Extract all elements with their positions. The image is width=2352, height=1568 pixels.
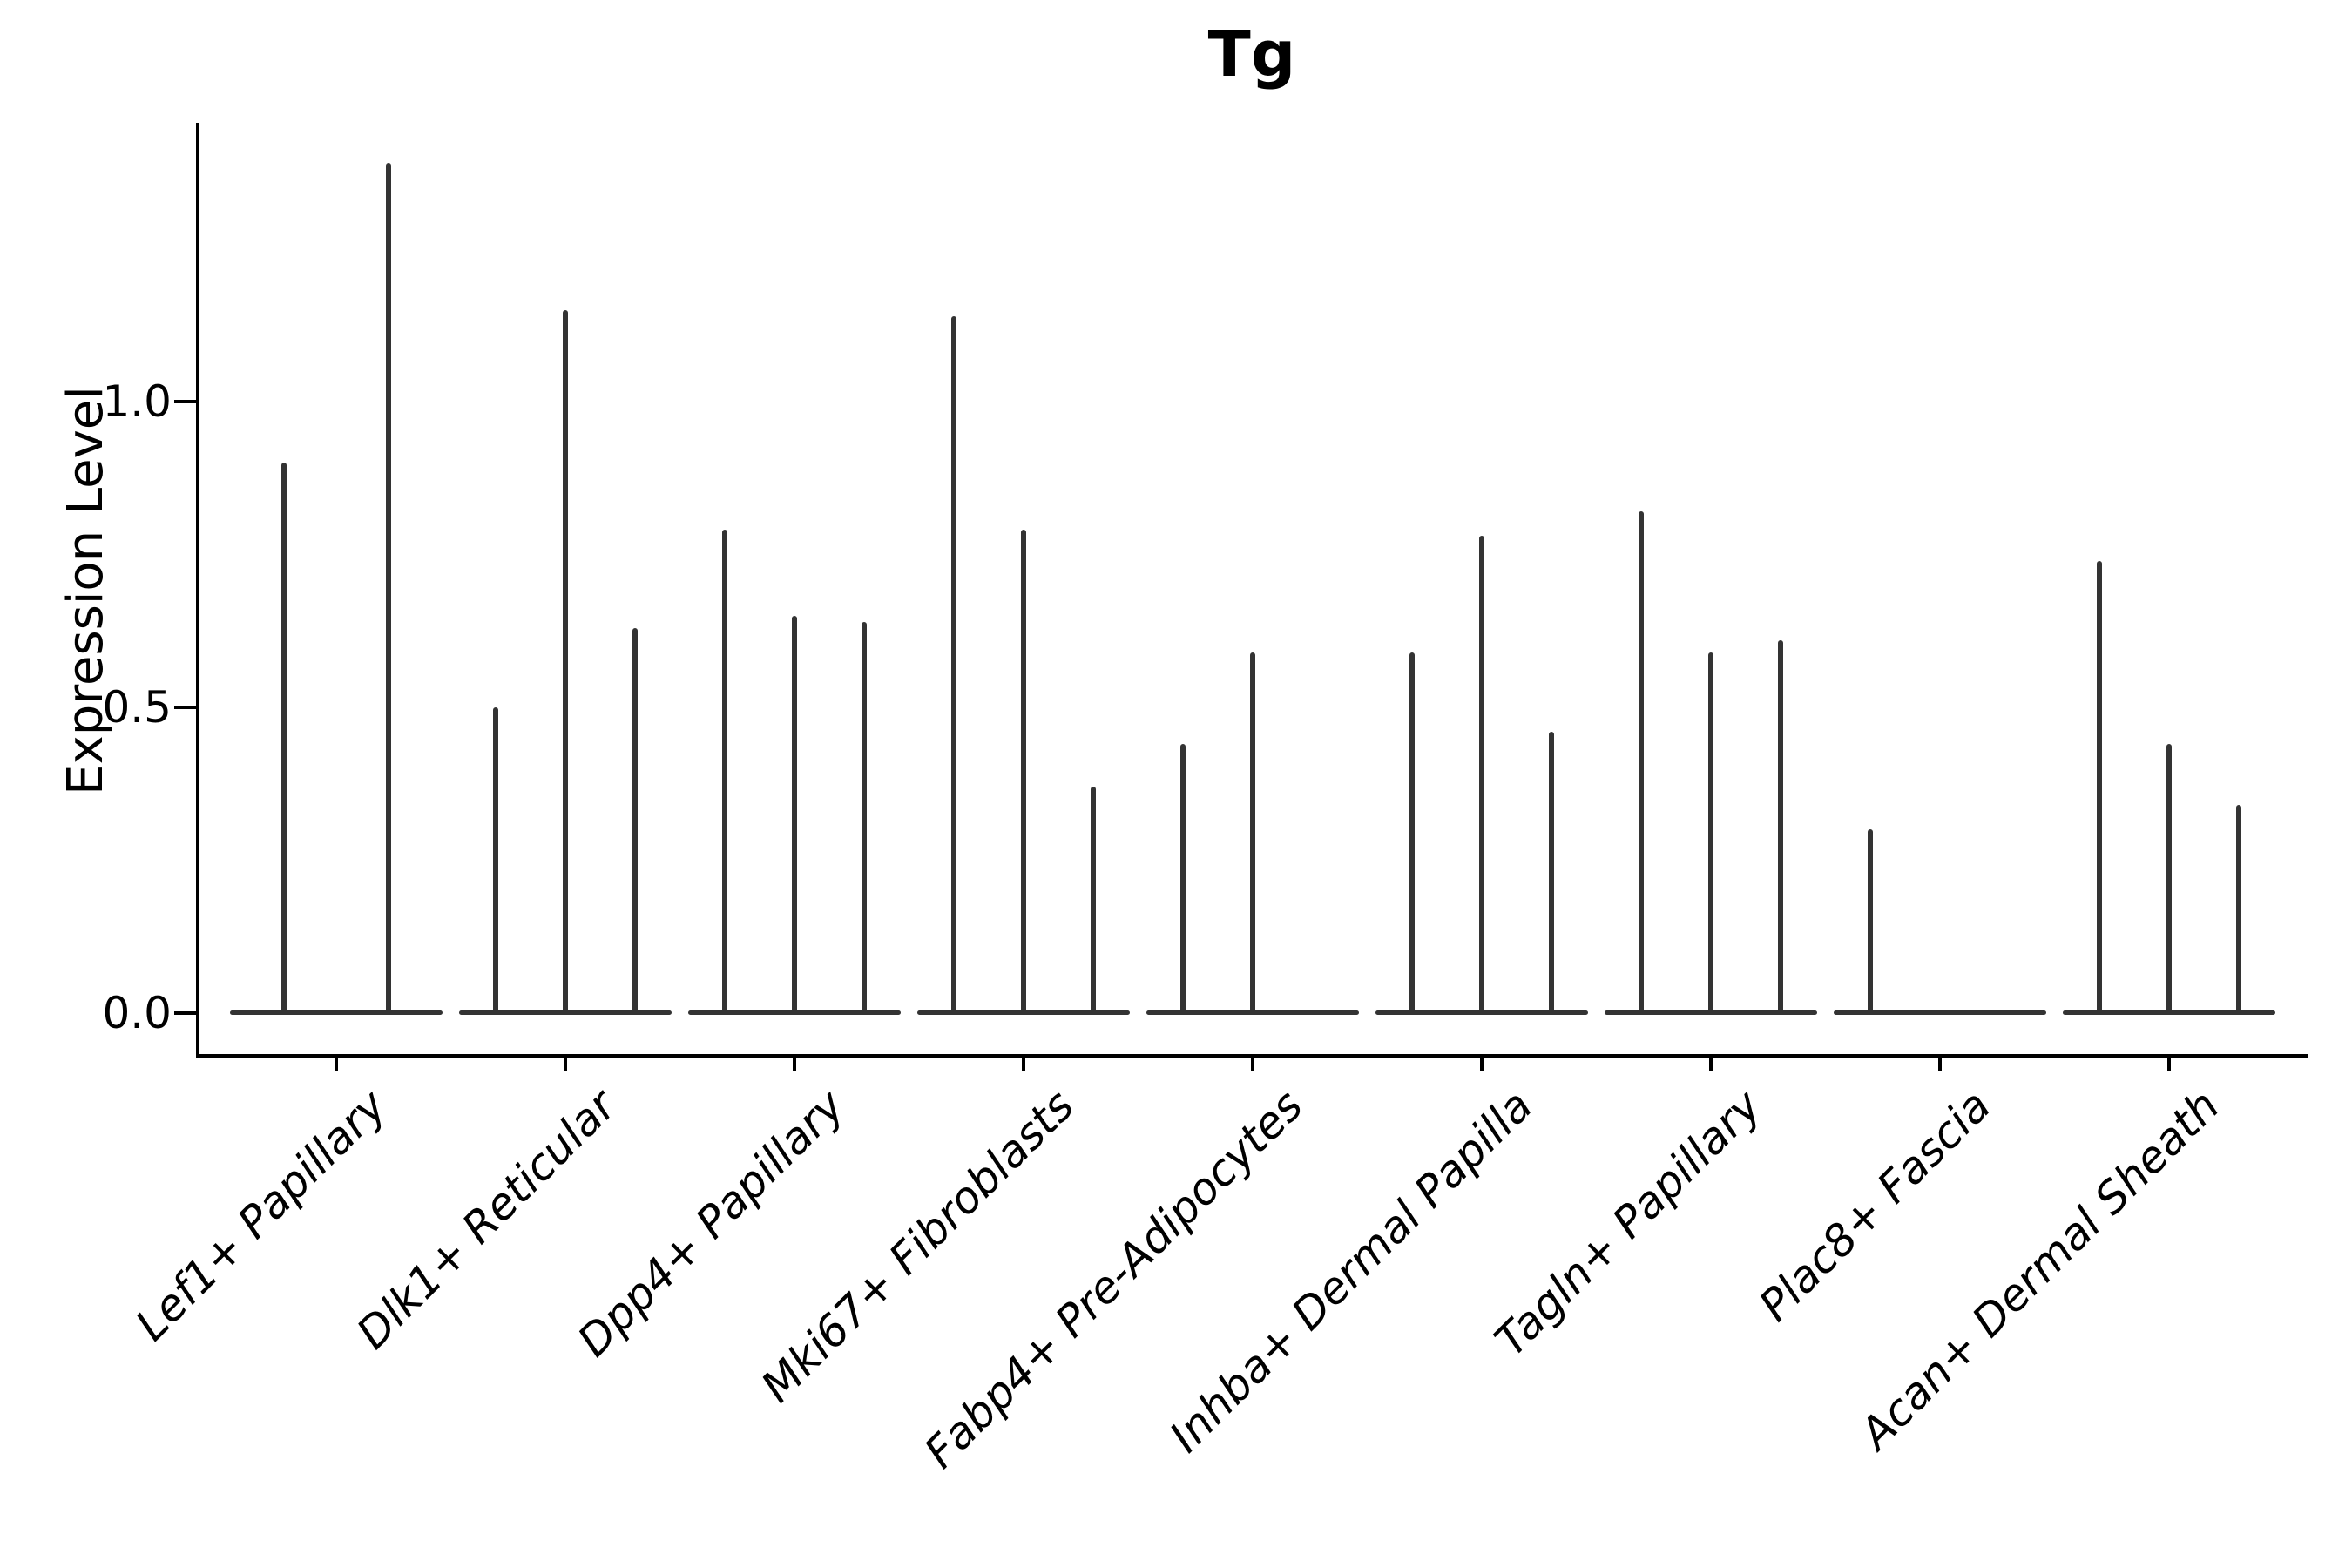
violin <box>281 463 287 1013</box>
x-tick <box>564 1058 567 1071</box>
y-tick-label: 1.0 <box>102 376 172 427</box>
x-tick <box>335 1058 338 1071</box>
y-tick-label: 0.0 <box>102 988 172 1038</box>
chart-title: Tg <box>1207 17 1296 91</box>
violin-base <box>1834 1010 2046 1015</box>
x-tick <box>793 1058 796 1071</box>
x-tick <box>1709 1058 1713 1071</box>
violin <box>1868 829 1873 1013</box>
violin <box>1409 652 1415 1013</box>
x-tick <box>1938 1058 1942 1071</box>
violin <box>792 615 797 1013</box>
y-axis-spine <box>196 123 199 1058</box>
violin <box>951 315 956 1013</box>
violin <box>1021 530 1026 1013</box>
x-tick-label: Fabp4+ Pre-Adipocytes <box>915 1080 1314 1478</box>
violin <box>2097 560 2102 1013</box>
violin <box>386 163 391 1013</box>
violin <box>862 621 867 1013</box>
x-tick-label: Lef1+ Papillary <box>125 1080 397 1351</box>
violin <box>2166 744 2172 1013</box>
violin <box>1091 787 1096 1013</box>
x-tick <box>1022 1058 1025 1071</box>
x-tick <box>1480 1058 1484 1071</box>
violin <box>1639 511 1644 1013</box>
x-tick <box>1251 1058 1254 1071</box>
violin <box>1778 639 1783 1013</box>
y-tick-label: 0.5 <box>102 682 172 733</box>
x-axis-spine <box>196 1054 2308 1058</box>
violin <box>632 627 638 1013</box>
violin <box>563 309 568 1013</box>
violin <box>2236 805 2241 1013</box>
x-tick-label: Plac8+ Fascia <box>1749 1080 2001 1331</box>
violin <box>1479 536 1484 1013</box>
y-tick <box>174 706 196 709</box>
violin <box>493 707 498 1013</box>
y-tick <box>174 1011 196 1015</box>
violin <box>1250 652 1255 1013</box>
x-tick <box>2167 1058 2171 1071</box>
violin-base <box>230 1010 443 1015</box>
y-tick <box>174 400 196 403</box>
violin <box>1180 744 1186 1013</box>
violin <box>1708 652 1713 1013</box>
x-tick-label: Inhba+ Dermal Papilla <box>1159 1080 1543 1463</box>
violin <box>722 530 727 1013</box>
violin <box>1549 732 1554 1013</box>
